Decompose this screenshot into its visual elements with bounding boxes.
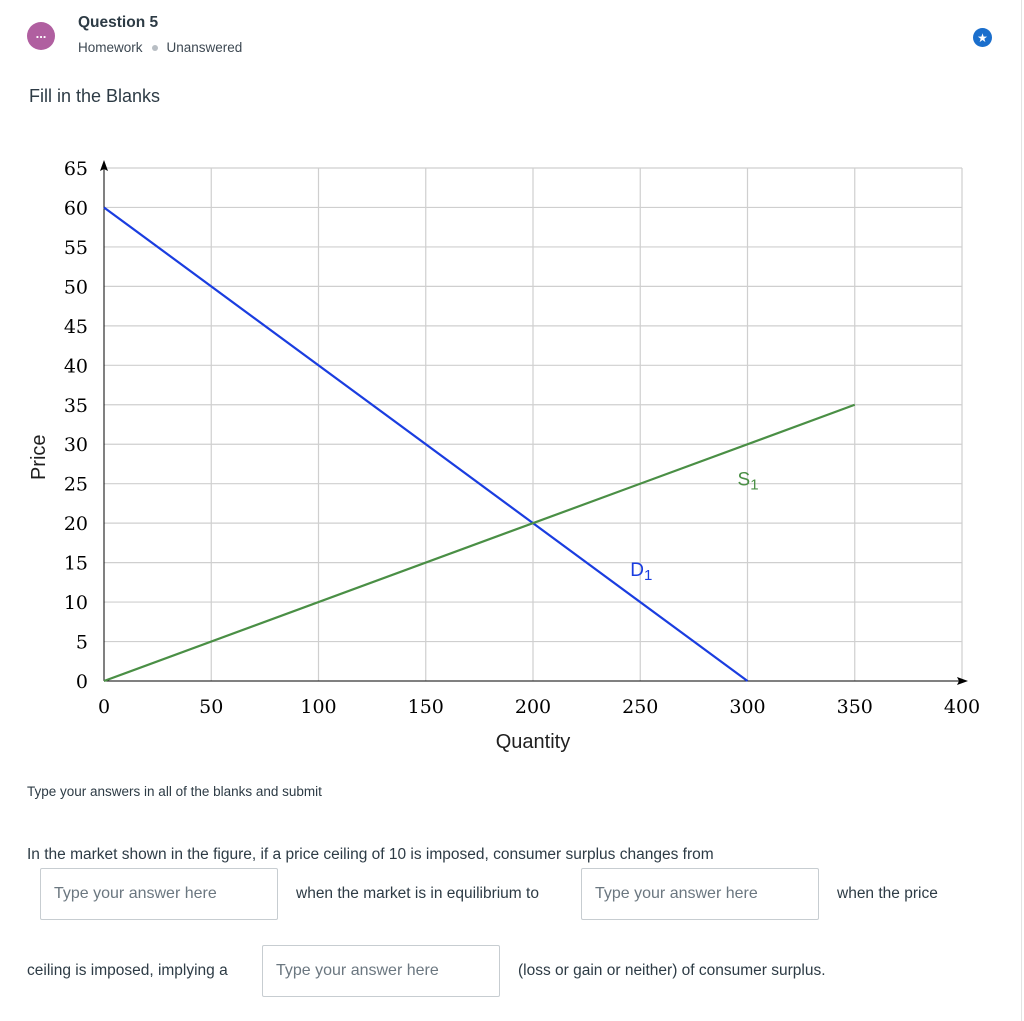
section-title: Fill in the Blanks bbox=[29, 86, 161, 106]
question-text-part-1: In the market shown in the figure, if a … bbox=[27, 846, 714, 863]
y-tick-label: 5 bbox=[76, 632, 88, 654]
separator-dot-icon bbox=[151, 44, 158, 51]
question-meta: Homework Unanswered bbox=[78, 40, 242, 55]
x-tick-label: 350 bbox=[837, 696, 873, 718]
y-tick-label: 25 bbox=[64, 474, 88, 496]
answer-blank-3[interactable] bbox=[262, 945, 500, 997]
series-line-s1 bbox=[103, 403, 856, 683]
y-axis-arrow-icon bbox=[100, 160, 108, 171]
x-tick-label: 0 bbox=[98, 696, 110, 718]
answer-blank-2[interactable] bbox=[581, 868, 819, 920]
y-tick-label: 20 bbox=[64, 513, 88, 535]
answer-blank-1[interactable] bbox=[40, 868, 278, 920]
page-border bbox=[1021, 0, 1022, 1021]
question-text-part-4: ceiling is imposed, implying a bbox=[27, 962, 228, 979]
question-title: Question 5 bbox=[78, 14, 159, 31]
series-label-s1: S1 bbox=[738, 469, 759, 493]
question-text-part-5: (loss or gain or neither) of consumer su… bbox=[518, 962, 826, 979]
y-tick-label: 40 bbox=[64, 355, 88, 377]
question-status: Unanswered bbox=[166, 40, 243, 55]
x-tick-label: 200 bbox=[515, 696, 551, 718]
x-tick-label: 250 bbox=[622, 696, 658, 718]
flag-question-button[interactable]: ★ bbox=[973, 28, 992, 47]
y-tick-label: 10 bbox=[64, 592, 88, 614]
question-text-part-2: when the market is in equilibrium to bbox=[296, 885, 539, 902]
question-menu-button[interactable]: ... bbox=[27, 22, 55, 50]
y-tick-label: 60 bbox=[64, 197, 88, 219]
x-tick-label: 400 bbox=[944, 696, 980, 718]
x-tick-label: 100 bbox=[300, 696, 336, 718]
supply-demand-chart: 0 50 100 150 200 250 300 350 400 0 5 10 15 20 25 30 35 40… bbox=[28, 158, 980, 753]
y-tick-label: 0 bbox=[76, 671, 88, 693]
x-tick-label: 50 bbox=[199, 696, 223, 718]
question-text-part-3: when the price bbox=[837, 885, 938, 902]
x-tick-label: 150 bbox=[408, 696, 444, 718]
x-axis-label: Quantity bbox=[496, 731, 570, 753]
y-tick-label: 55 bbox=[64, 237, 88, 259]
series-line-d1 bbox=[103, 206, 749, 682]
y-tick-label: 15 bbox=[64, 553, 88, 575]
x-axis-arrow-icon bbox=[957, 677, 968, 685]
y-axis-label: Price bbox=[28, 434, 50, 480]
star-icon: ★ bbox=[977, 30, 988, 45]
y-tick-label: 45 bbox=[64, 316, 88, 338]
y-tick-label: 30 bbox=[64, 434, 88, 456]
more-dots-icon: ... bbox=[35, 26, 47, 41]
question-type: Homework bbox=[78, 40, 143, 55]
x-tick-label: 300 bbox=[729, 696, 765, 718]
instruction-text: Type your answers in all of the blanks a… bbox=[27, 784, 322, 799]
series-label-d1: D1 bbox=[630, 560, 652, 584]
y-tick-label: 65 bbox=[64, 158, 88, 180]
y-tick-label: 35 bbox=[64, 395, 88, 417]
y-tick-label: 50 bbox=[64, 276, 88, 298]
